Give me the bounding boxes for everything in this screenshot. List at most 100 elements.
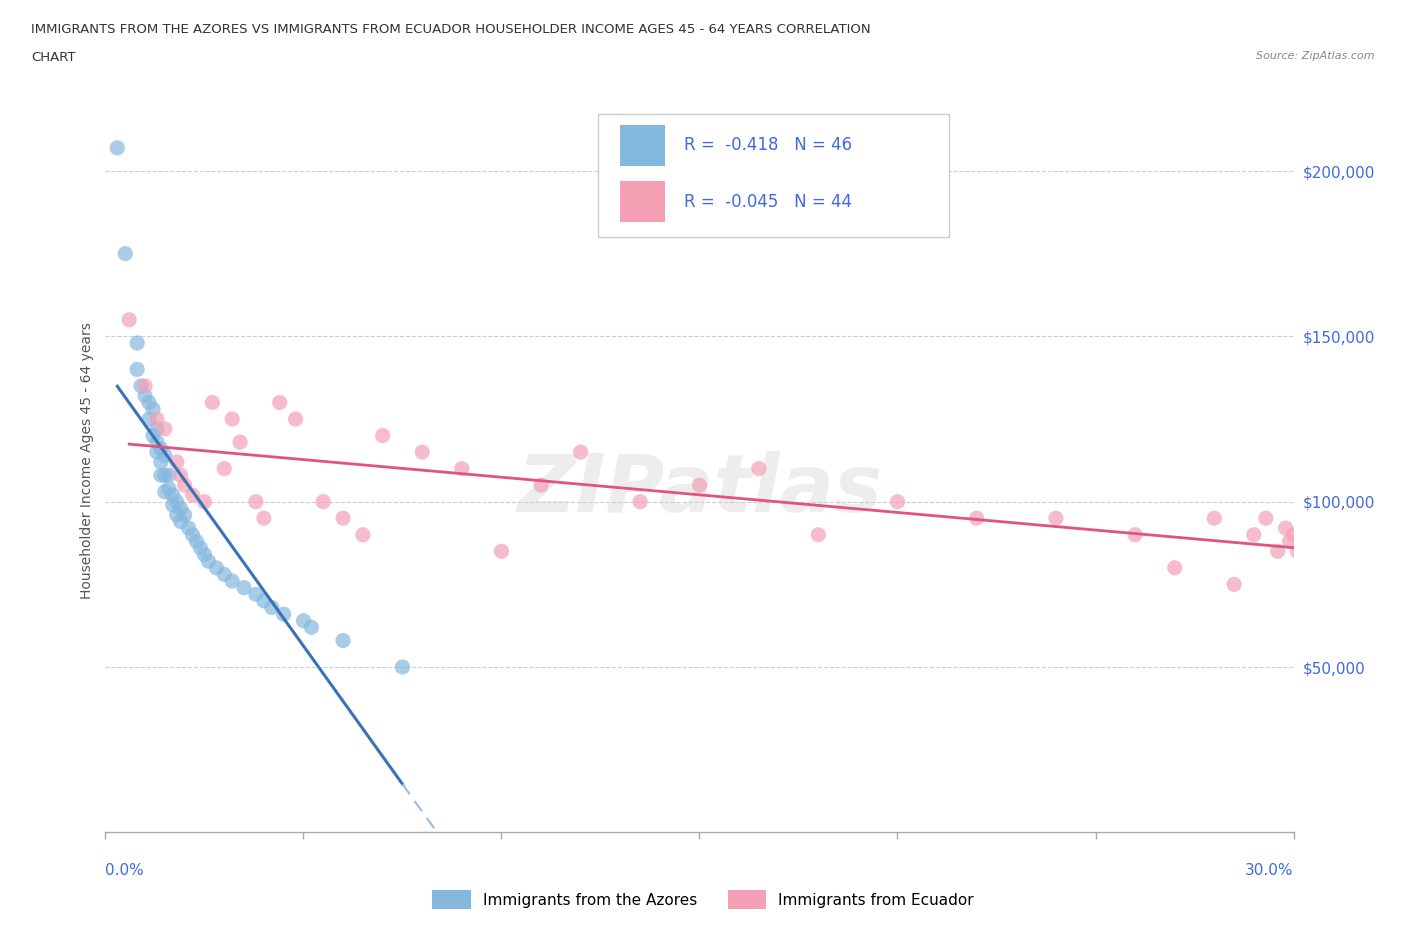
Point bbox=[530, 478, 553, 493]
Point bbox=[253, 593, 276, 608]
Point bbox=[221, 412, 243, 427]
Text: 30.0%: 30.0% bbox=[1246, 863, 1294, 878]
Point bbox=[312, 494, 335, 509]
Point bbox=[689, 478, 711, 493]
Point bbox=[129, 379, 152, 393]
Point bbox=[245, 494, 267, 509]
Point bbox=[153, 448, 176, 463]
FancyBboxPatch shape bbox=[599, 114, 949, 237]
Point bbox=[245, 587, 267, 602]
Point bbox=[146, 412, 169, 427]
Point bbox=[284, 412, 307, 427]
Point bbox=[149, 468, 172, 483]
Point bbox=[193, 547, 215, 562]
Point bbox=[1274, 521, 1296, 536]
Text: 0.0%: 0.0% bbox=[105, 863, 145, 878]
Point bbox=[411, 445, 433, 459]
Point bbox=[229, 434, 252, 449]
Point bbox=[173, 508, 195, 523]
Point bbox=[153, 421, 176, 436]
Point bbox=[173, 478, 195, 493]
Point bbox=[181, 487, 204, 502]
Point bbox=[214, 461, 236, 476]
Point bbox=[118, 312, 141, 327]
Point bbox=[1223, 577, 1246, 591]
Point bbox=[134, 379, 156, 393]
FancyBboxPatch shape bbox=[620, 181, 665, 222]
Point bbox=[1267, 544, 1289, 559]
Point bbox=[1123, 527, 1146, 542]
Point bbox=[153, 485, 176, 499]
Point bbox=[299, 620, 322, 635]
Text: R =  -0.045   N = 44: R = -0.045 N = 44 bbox=[685, 193, 852, 211]
Point bbox=[1045, 511, 1067, 525]
Point bbox=[569, 445, 592, 459]
Point bbox=[391, 659, 413, 674]
Point bbox=[292, 613, 315, 628]
Point bbox=[166, 494, 188, 509]
Point bbox=[177, 521, 200, 536]
Point bbox=[1243, 527, 1265, 542]
Text: R =  -0.418   N = 46: R = -0.418 N = 46 bbox=[685, 137, 852, 154]
Point bbox=[273, 606, 295, 621]
Text: CHART: CHART bbox=[31, 51, 76, 64]
Point bbox=[170, 501, 193, 516]
Point bbox=[205, 561, 228, 576]
Point bbox=[332, 633, 354, 648]
Point bbox=[114, 246, 136, 261]
Point bbox=[157, 468, 180, 483]
Point bbox=[253, 511, 276, 525]
Point bbox=[1286, 544, 1309, 559]
Point bbox=[186, 534, 208, 549]
Point bbox=[233, 580, 256, 595]
Point bbox=[181, 527, 204, 542]
Point bbox=[332, 511, 354, 525]
Point bbox=[1164, 561, 1187, 576]
Point bbox=[149, 455, 172, 470]
Point bbox=[146, 421, 169, 436]
Y-axis label: Householder Income Ages 45 - 64 years: Householder Income Ages 45 - 64 years bbox=[80, 322, 94, 599]
Point bbox=[142, 402, 165, 417]
Point bbox=[190, 540, 212, 555]
Point bbox=[352, 527, 374, 542]
Point bbox=[201, 395, 224, 410]
Point bbox=[162, 498, 184, 512]
Point bbox=[886, 494, 908, 509]
Point bbox=[193, 494, 215, 509]
Point bbox=[966, 511, 988, 525]
Point bbox=[1282, 527, 1305, 542]
Point bbox=[1278, 534, 1301, 549]
Point bbox=[142, 428, 165, 443]
Point bbox=[214, 567, 236, 582]
Point bbox=[197, 553, 219, 568]
Point bbox=[1254, 511, 1277, 525]
Text: Source: ZipAtlas.com: Source: ZipAtlas.com bbox=[1257, 51, 1375, 61]
Point bbox=[134, 389, 156, 404]
Point bbox=[221, 574, 243, 589]
Point bbox=[807, 527, 830, 542]
Point bbox=[371, 428, 394, 443]
Point bbox=[269, 395, 291, 410]
FancyBboxPatch shape bbox=[620, 125, 665, 166]
Point bbox=[628, 494, 651, 509]
Point bbox=[157, 481, 180, 496]
Point bbox=[162, 487, 184, 502]
Point bbox=[450, 461, 472, 476]
Point bbox=[127, 362, 149, 377]
Point bbox=[127, 336, 149, 351]
Legend: Immigrants from the Azores, Immigrants from Ecuador: Immigrants from the Azores, Immigrants f… bbox=[426, 884, 980, 915]
Point bbox=[491, 544, 513, 559]
Point bbox=[748, 461, 770, 476]
Point bbox=[260, 600, 283, 615]
Point bbox=[146, 434, 169, 449]
Point bbox=[170, 514, 193, 529]
Point bbox=[146, 445, 169, 459]
Point bbox=[138, 395, 160, 410]
Point bbox=[105, 140, 128, 155]
Point bbox=[138, 412, 160, 427]
Point bbox=[153, 468, 176, 483]
Point bbox=[149, 442, 172, 457]
Point bbox=[170, 468, 193, 483]
Text: ZIPatlas: ZIPatlas bbox=[517, 451, 882, 529]
Point bbox=[166, 455, 188, 470]
